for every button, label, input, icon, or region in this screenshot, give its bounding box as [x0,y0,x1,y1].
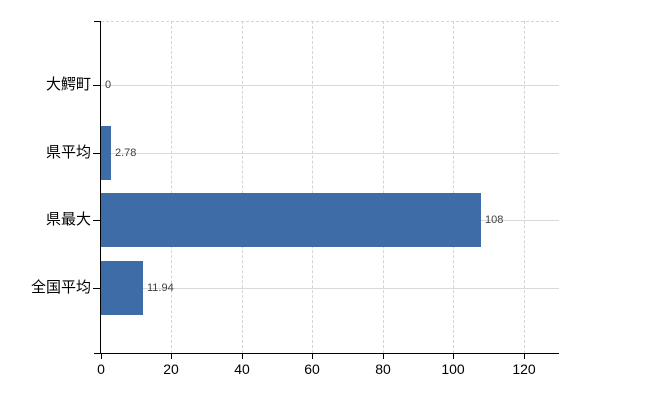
bar-2 [101,193,481,247]
category-label: 全国平均 [30,279,91,296]
gridline-vertical [171,21,172,353]
bar-3 [101,261,143,315]
category-label: 県最大 [45,211,91,228]
plot-top-border [101,21,559,22]
x-axis-tick [383,353,384,359]
x-tick-label: 20 [163,361,179,377]
x-tick-label: 120 [512,361,536,377]
category-label: 大鰐町 [45,76,91,93]
y-axis-top-tick [94,21,101,22]
x-tick-label: 40 [234,361,250,377]
y-axis-tick [93,85,101,86]
bar-value-label: 0 [105,79,112,91]
gridline-vertical [383,21,384,353]
bar-value-label: 2.78 [115,147,137,159]
x-axis-tick [171,353,172,359]
category-label: 県平均 [45,144,91,161]
gridline-horizontal [101,153,559,154]
x-tick-label: 60 [304,361,320,377]
x-tick-label: 0 [97,361,105,377]
gridline-horizontal [101,85,559,86]
x-axis-line [94,353,559,354]
bar-1 [101,126,111,180]
y-axis-tick [93,220,101,221]
bar-value-label: 11.94 [147,282,174,294]
y-axis-tick [93,288,101,289]
x-tick-label: 100 [441,361,465,377]
x-axis-tick [242,353,243,359]
y-axis-tick [93,153,101,154]
gridline-vertical [453,21,454,353]
x-axis-tick [524,353,525,359]
bar-value-label: 108 [485,214,504,226]
gridline-vertical [524,21,525,353]
gridline-vertical [242,21,243,353]
gridline-horizontal [101,288,559,289]
x-axis-tick [453,353,454,359]
x-axis-tick [101,353,102,359]
x-axis-tick [312,353,313,359]
gridline-vertical [312,21,313,353]
x-tick-label: 80 [375,361,391,377]
y-axis-line [100,21,101,353]
